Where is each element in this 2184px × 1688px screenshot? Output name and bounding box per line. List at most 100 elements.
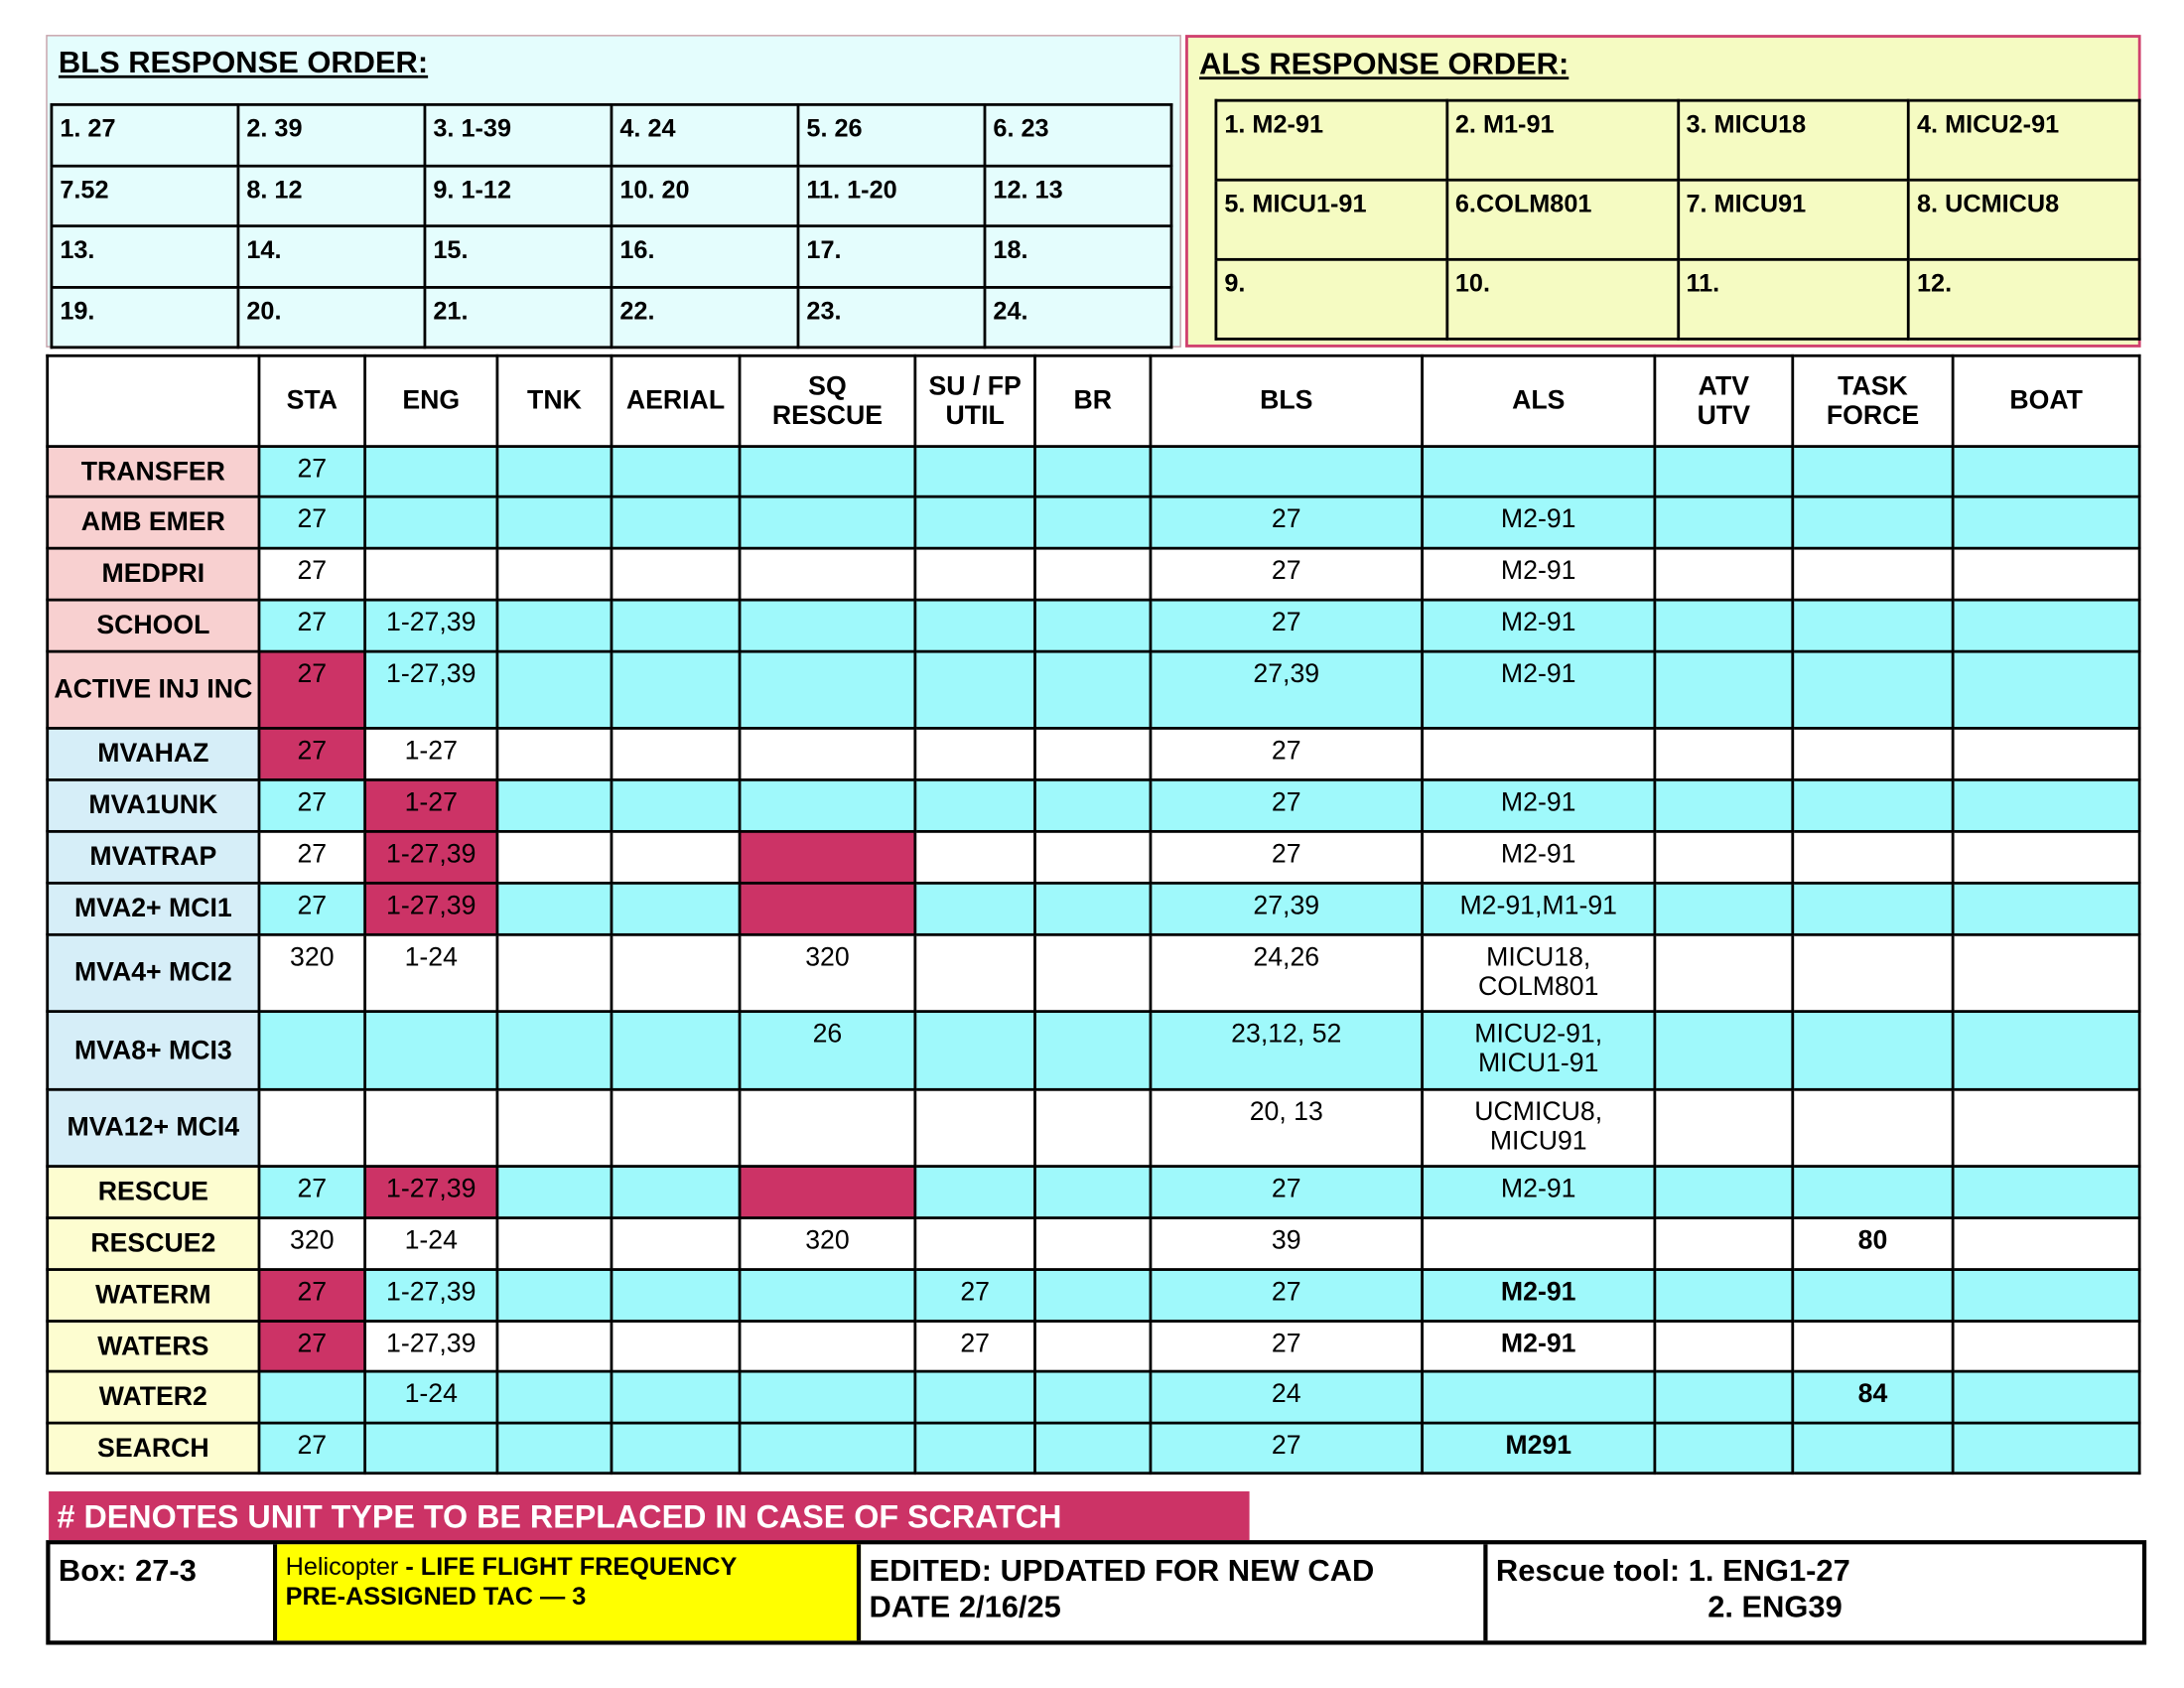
unit-cell: 24 bbox=[1149, 1369, 1424, 1425]
unit-cell bbox=[495, 1369, 614, 1425]
bls-grid: 1. 27 2. 39 3. 1-39 4. 24 5. 26 6. 23 7.52 8. 1… bbox=[50, 102, 1173, 350]
unit-cell: MICU18, COLM801 bbox=[1421, 932, 1657, 1014]
rescue-tool-line2: 2. ENG39 bbox=[1707, 1589, 1843, 1624]
grid-row: 19. 20. 21. 22. 23. 24. bbox=[50, 285, 1173, 350]
unit-cell bbox=[1033, 829, 1153, 885]
data-row: WATERM 27 1-27,39 27 27 M2-91 bbox=[46, 1268, 2141, 1323]
column-header: SU / FP UTIL bbox=[913, 353, 1036, 449]
unit-cell: M2-91 bbox=[1421, 829, 1657, 885]
unit-cell: 84 bbox=[1791, 1369, 1955, 1425]
grid-cell: 6.COLM801 bbox=[1445, 178, 1680, 261]
column-header: AERIAL bbox=[610, 353, 742, 449]
row-label: MVA4+ MCI2 bbox=[46, 932, 261, 1014]
grid-cell: 1. M2-91 bbox=[1214, 98, 1448, 182]
row-label: WATERM bbox=[46, 1268, 261, 1323]
grid-cell: 11. 1-20 bbox=[796, 164, 987, 227]
column-header: TASK FORCE bbox=[1791, 353, 1955, 449]
unit-cell: UCMICU8, MICU91 bbox=[1421, 1087, 1657, 1168]
unit-cell bbox=[610, 829, 742, 885]
data-row: MVA1UNK 27 1-27 27 M2-91 bbox=[46, 777, 2141, 833]
unit-cell: 27 bbox=[257, 546, 367, 602]
unit-cell bbox=[738, 1421, 917, 1476]
unit-cell: MICU2-91, MICU1-91 bbox=[1421, 1010, 1657, 1091]
grid-cell: 12. bbox=[1907, 257, 2141, 341]
unit-cell bbox=[610, 546, 742, 602]
unit-cell: 27 bbox=[257, 1268, 367, 1323]
unit-cell: M2-91 bbox=[1421, 1320, 1657, 1373]
unit-cell: 80 bbox=[1791, 1216, 1955, 1271]
grid-row: 1. M2-91 2. M1-91 3. MICU18 4. MICU2-91 bbox=[1214, 98, 2141, 182]
unit-cell bbox=[363, 1087, 499, 1168]
unit-cell bbox=[1951, 1216, 2141, 1271]
unit-cell bbox=[1951, 932, 2141, 1014]
unit-cell bbox=[610, 881, 742, 936]
unit-cell bbox=[495, 1165, 614, 1219]
unit-cell: M2-91 bbox=[1421, 1165, 1657, 1219]
unit-cell bbox=[913, 1010, 1036, 1091]
unit-cell bbox=[1791, 1268, 1955, 1323]
unit-cell bbox=[610, 494, 742, 550]
grid-cell: 8. UCMICU8 bbox=[1907, 178, 2141, 261]
unit-cell: M2-91 bbox=[1421, 494, 1657, 550]
grid-cell: 4. MICU2-91 bbox=[1907, 98, 2141, 182]
corner-cell bbox=[46, 353, 261, 449]
unit-cell bbox=[1791, 829, 1955, 885]
column-header: STA bbox=[257, 353, 367, 449]
edited-info: EDITED: UPDATED FOR NEW CAD DATE 2/16/25 bbox=[861, 1544, 1488, 1641]
bls-section: BLS RESPONSE ORDER: 1. 27 2. 39 3. 1-39 4. … bbox=[46, 35, 1181, 350]
footer-box: Box: 27-3 Helicopter - LIFE FLIGHT FREQU… bbox=[46, 1540, 2147, 1645]
unit-cell: 1-27,39 bbox=[363, 881, 499, 936]
unit-cell bbox=[610, 777, 742, 833]
unit-cell: 27 bbox=[257, 881, 367, 936]
unit-cell: 320 bbox=[257, 932, 367, 1014]
response-table: STA ENG TNK AERIAL SQ RESCUE SU / FP UTIL BR BL… bbox=[46, 353, 2141, 1476]
grid-cell: 9. 1-12 bbox=[423, 164, 614, 227]
unit-cell: M2-91 bbox=[1421, 649, 1657, 730]
row-label: MVATRAP bbox=[46, 829, 261, 885]
unit-cell bbox=[495, 1216, 614, 1271]
unit-cell bbox=[495, 445, 614, 498]
grid-cell: 5. MICU1-91 bbox=[1214, 178, 1448, 261]
unit-cell bbox=[1951, 1165, 2141, 1219]
column-header: ALS bbox=[1421, 353, 1657, 449]
grid-cell: 15. bbox=[423, 224, 614, 289]
column-header: SQ RESCUE bbox=[738, 353, 917, 449]
unit-cell bbox=[610, 727, 742, 781]
unit-cell bbox=[738, 445, 917, 498]
unit-cell bbox=[1033, 727, 1153, 781]
unit-cell: 320 bbox=[738, 932, 917, 1014]
row-label: RESCUE bbox=[46, 1165, 261, 1219]
grid-row: 7.52 8. 12 9. 1-12 10. 20 11. 1-20 12. 13 bbox=[50, 164, 1173, 227]
row-label: MVA1UNK bbox=[46, 777, 261, 833]
als-title: ALS RESPONSE ORDER: bbox=[1199, 46, 1570, 81]
unit-cell bbox=[495, 1320, 614, 1373]
grid-cell: 3. MICU18 bbox=[1676, 98, 1910, 182]
row-label: ACTIVE INJ INC bbox=[46, 649, 261, 730]
unit-cell: 27 bbox=[257, 727, 367, 781]
unit-cell bbox=[1033, 445, 1153, 498]
unit-cell bbox=[1421, 1369, 1657, 1425]
unit-cell: M2-91 bbox=[1421, 598, 1657, 653]
unit-cell bbox=[738, 1369, 917, 1425]
unit-cell: M2-91 bbox=[1421, 546, 1657, 602]
grid-cell: 10. bbox=[1445, 257, 1680, 341]
unit-cell bbox=[495, 649, 614, 730]
unit-cell bbox=[610, 1165, 742, 1219]
unit-cell bbox=[913, 1087, 1036, 1168]
data-row: MVA8+ MCI3 26 23,12, 52 MICU2-91, MICU1-91 bbox=[46, 1010, 2141, 1091]
unit-cell: 27 bbox=[257, 777, 367, 833]
unit-cell bbox=[1951, 727, 2141, 781]
unit-cell bbox=[913, 494, 1036, 550]
unit-cell bbox=[495, 727, 614, 781]
unit-cell: 27 bbox=[913, 1320, 1036, 1373]
unit-cell: 27 bbox=[257, 1421, 367, 1476]
row-label: MVA12+ MCI4 bbox=[46, 1087, 261, 1168]
unit-cell bbox=[738, 1165, 917, 1219]
unit-cell bbox=[610, 932, 742, 1014]
row-label: MVA8+ MCI3 bbox=[46, 1010, 261, 1091]
unit-cell bbox=[495, 546, 614, 602]
unit-cell bbox=[495, 777, 614, 833]
unit-cell: 1-27,39 bbox=[363, 649, 499, 730]
grid-cell: 11. bbox=[1676, 257, 1910, 341]
